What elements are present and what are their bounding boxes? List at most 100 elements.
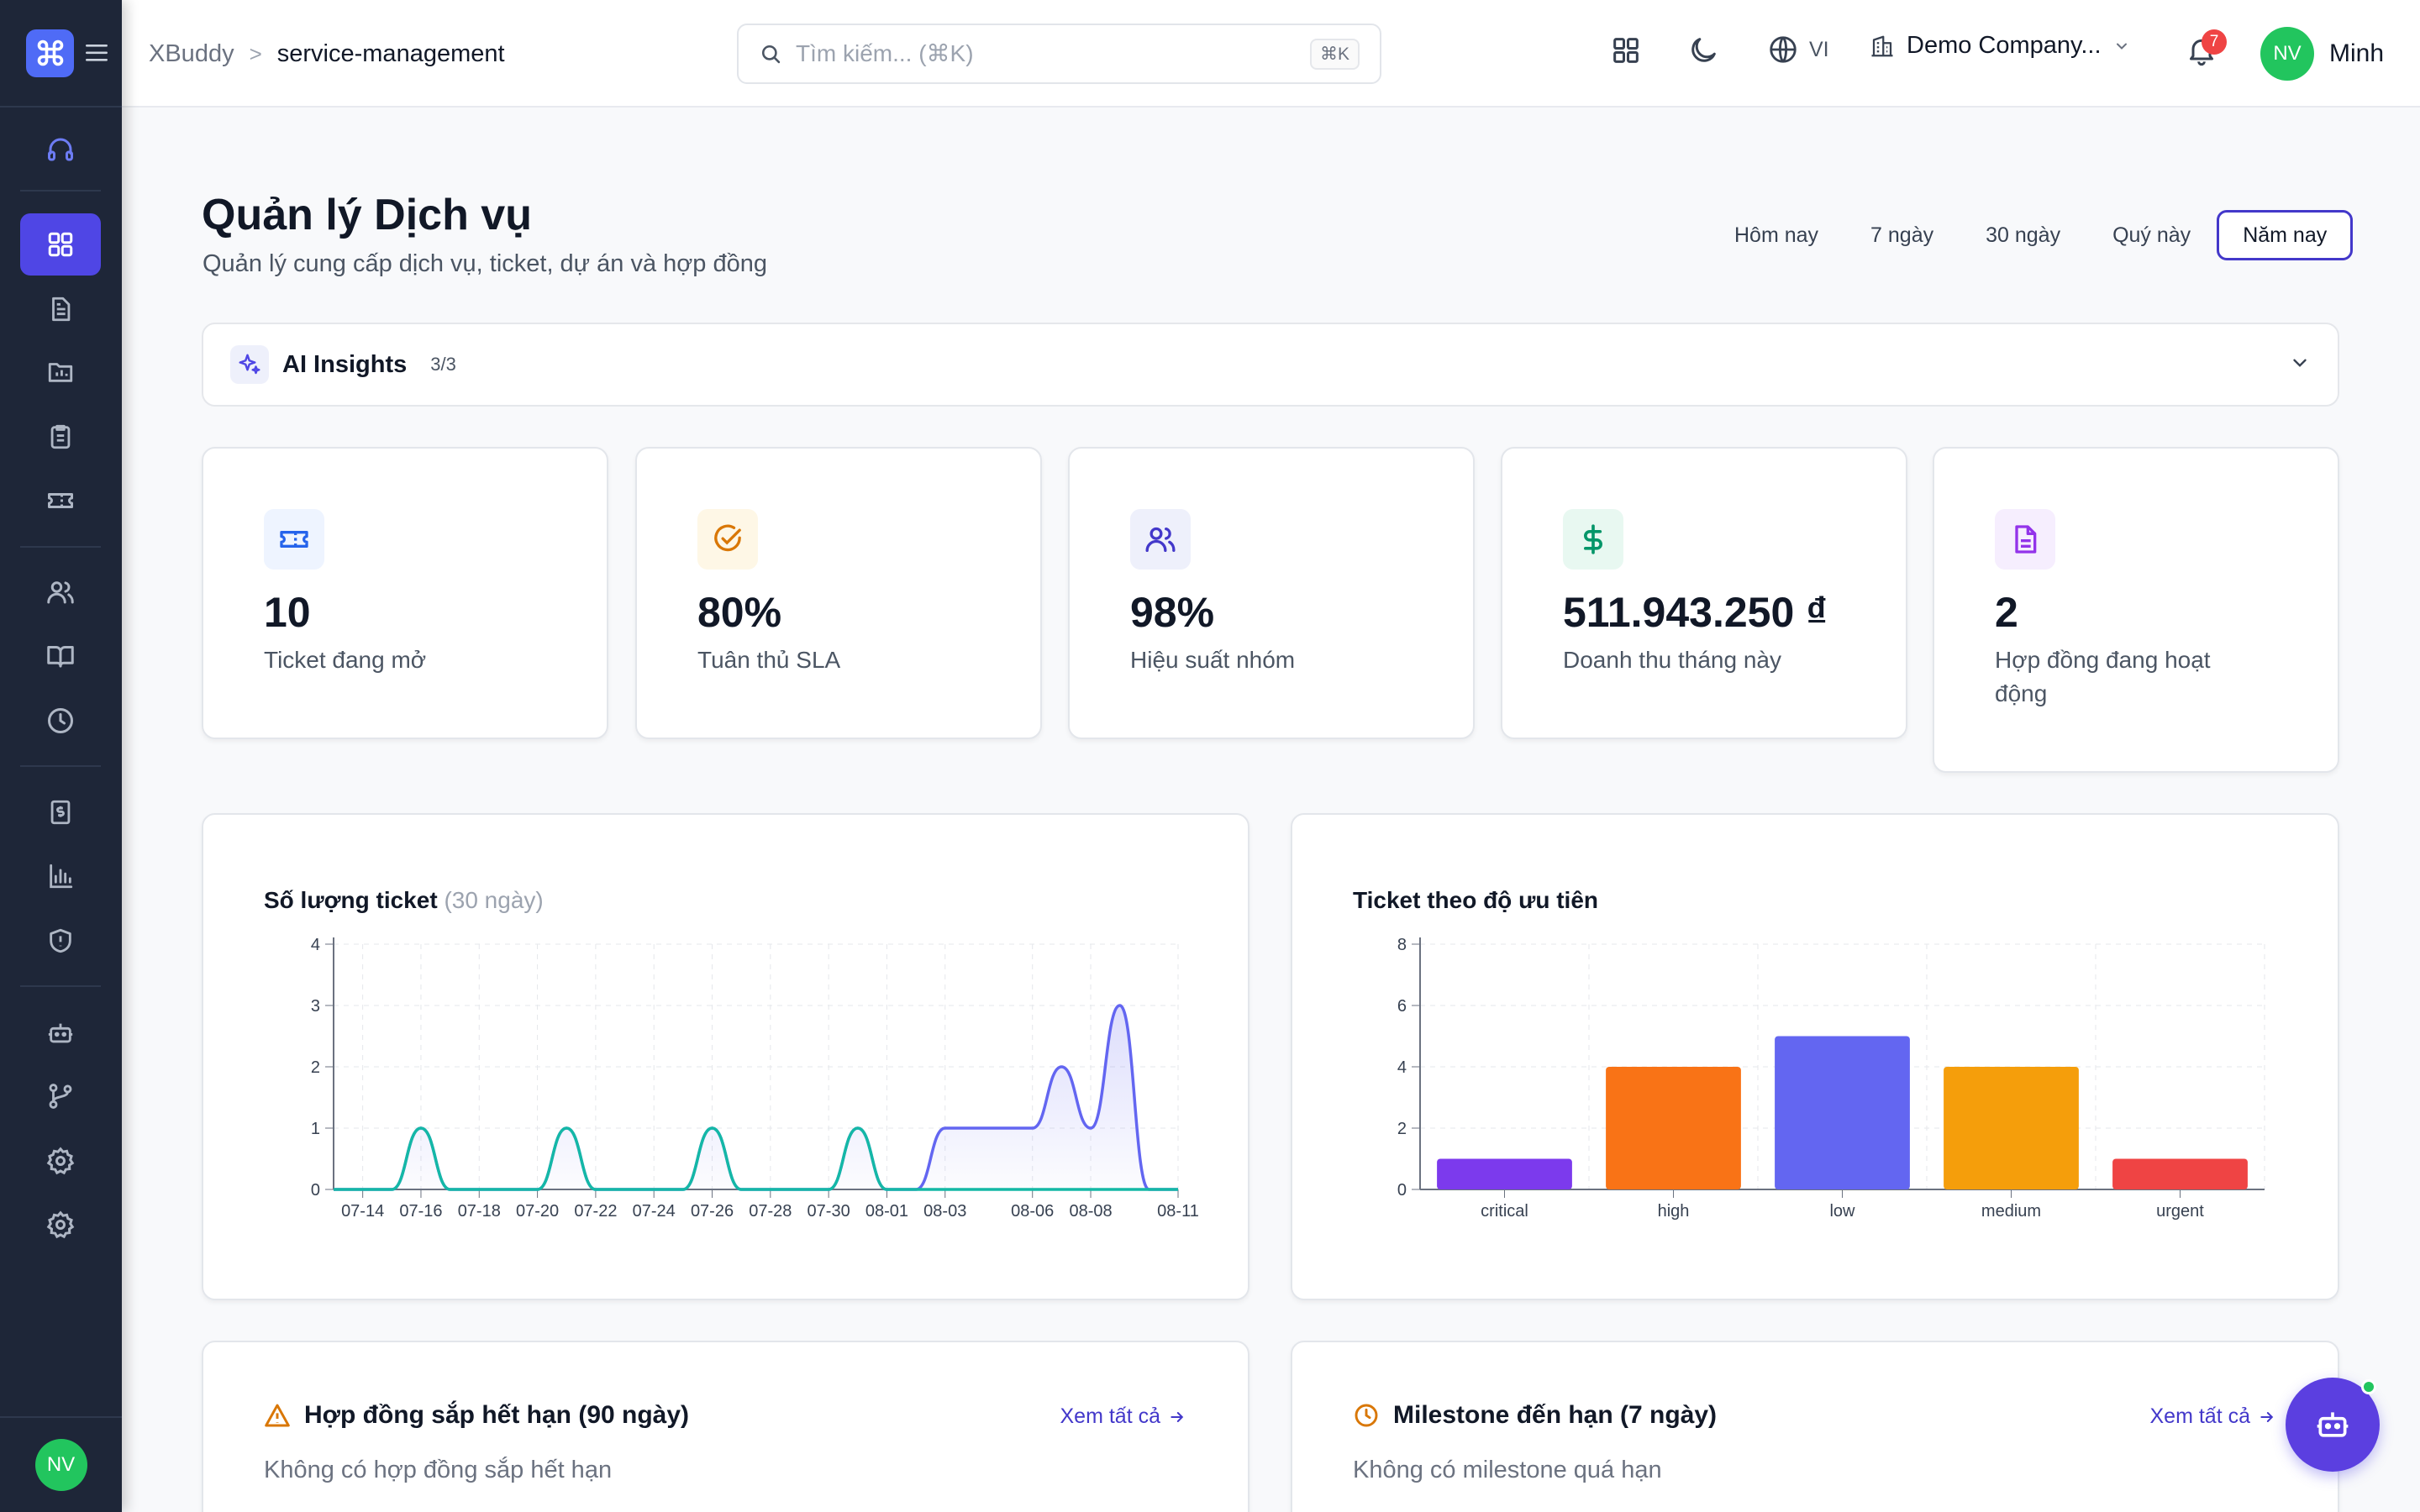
card-title-text: Hợp đồng sắp hết hạn (90 ngày)	[304, 1401, 690, 1429]
bar-high	[1606, 1067, 1741, 1189]
online-status-dot	[2361, 1379, 2376, 1394]
theme-toggle-button[interactable]	[1686, 34, 1720, 67]
stat-value: 80%	[697, 589, 782, 636]
period-filter: Hôm nay 7 ngày 30 ngày Quý này Năm nay	[1708, 210, 2354, 260]
bot-icon	[2317, 1412, 2349, 1437]
check-circle-icon	[697, 509, 758, 570]
period-30-days-button[interactable]: 30 ngày	[1986, 223, 2061, 247]
sidebar-top	[0, 0, 122, 108]
sidebar-divider	[20, 546, 101, 548]
card-title: Hợp đồng sắp hết hạn (90 ngày)	[264, 1401, 689, 1430]
x-tick-label: 08-11	[1157, 1202, 1199, 1221]
sidebar-item-sla[interactable]	[20, 910, 101, 972]
stat-card-active-contracts[interactable]: 2 Hợp đồng đang hoạt động	[1933, 447, 2339, 773]
see-all-milestones-link[interactable]: Xem tất cả	[2150, 1404, 2276, 1429]
sidebar-item-tasks[interactable]	[20, 406, 101, 468]
period-today-button[interactable]: Hôm nay	[1734, 223, 1819, 247]
sidebar-divider	[20, 190, 101, 192]
period-year-button[interactable]: Năm nay	[2217, 210, 2354, 260]
dashboard-icon	[48, 232, 73, 257]
due-milestones-card: Milestone đến hạn (7 ngày) Xem tất cả Kh…	[1291, 1341, 2339, 1512]
bar-chart-icon	[50, 864, 73, 889]
stat-card-monthly-revenue[interactable]: 511.943.250 ₫ Doanh thu tháng này	[1501, 447, 1907, 739]
x-tick-label: 08-08	[1069, 1202, 1112, 1221]
stat-card-team-performance[interactable]: 98% Hiệu suất nhóm	[1068, 447, 1475, 739]
avatar: NV	[2260, 27, 2314, 81]
stat-label: Hiệu suất nhóm	[1130, 647, 1296, 673]
search-input[interactable]	[796, 40, 1310, 67]
sidebar-item-settings[interactable]	[20, 1194, 101, 1256]
notification-count-badge: 7	[2202, 29, 2227, 55]
expand-chevron-icon[interactable]	[2289, 352, 2311, 378]
y-tick-label: 1	[311, 1120, 320, 1138]
x-tick-label: 07-30	[808, 1202, 850, 1221]
moon-icon	[1691, 38, 1716, 62]
stat-card-sla-compliance[interactable]: 80% Tuân thủ SLA	[635, 447, 1042, 739]
sidebar-item-ai-bot[interactable]	[20, 1002, 101, 1064]
sidebar-item-customers[interactable]	[20, 561, 101, 623]
user-menu[interactable]: NV Minh	[2260, 27, 2384, 81]
book-icon	[47, 646, 74, 668]
x-tick-label: 07-22	[574, 1202, 617, 1221]
ticket-icon	[48, 493, 73, 508]
sidebar-divider	[20, 765, 101, 767]
breadcrumb-root-link[interactable]: XBuddy	[149, 39, 234, 67]
stat-card-open-tickets[interactable]: 10 Ticket đang mở	[202, 447, 608, 739]
search-shortcut-hint: ⌘K	[1309, 38, 1360, 70]
stat-label: Tuân thủ SLA	[697, 647, 841, 673]
x-tick-label: 07-26	[691, 1202, 734, 1221]
sidebar-item-reports[interactable]	[20, 845, 101, 907]
notifications-button[interactable]: 7	[2185, 29, 2227, 71]
sidebar-item-documents[interactable]	[20, 278, 101, 340]
menu-toggle-button[interactable]	[86, 44, 108, 62]
x-tick-label: low	[1829, 1202, 1855, 1221]
chart-title: Ticket theo độ ưu tiên	[1353, 887, 1599, 913]
stat-label: Hợp đồng đang hoạt động	[1995, 647, 2211, 706]
user-name: Minh	[2329, 39, 2385, 67]
card-title-text: Milestone đến hạn (7 ngày)	[1393, 1401, 1718, 1429]
headset-icon	[48, 138, 73, 161]
sidebar-item-billing[interactable]	[20, 781, 101, 843]
document-icon	[52, 297, 71, 322]
sidebar-item-workflow[interactable]	[20, 1065, 101, 1127]
sidebar-item-projects[interactable]	[20, 340, 101, 402]
shield-icon	[50, 928, 71, 953]
company-selector[interactable]: Demo Company...	[1870, 32, 2130, 60]
sidebar-user-avatar[interactable]: NV	[34, 1439, 87, 1491]
breadcrumb-current: service-management	[276, 39, 505, 67]
priority-bar-chart: 0 2 4 6 8 critical high low medium urgent	[1397, 936, 2265, 1221]
globe-icon	[1770, 36, 1797, 63]
sidebar: NV	[0, 0, 122, 1512]
stat-label: Doanh thu tháng này	[1563, 647, 1781, 673]
period-7-days-button[interactable]: 7 ngày	[1870, 223, 1934, 247]
sidebar-item-dashboard[interactable]	[20, 213, 101, 276]
ai-assistant-button[interactable]	[2286, 1378, 2380, 1472]
bot-icon	[48, 1023, 73, 1043]
apps-button[interactable]	[1609, 34, 1643, 67]
app-logo[interactable]	[26, 29, 74, 77]
search-icon	[761, 45, 781, 64]
ticket-count-chart: 0 1 2 3 4 07-14 07-16 07-18 07-20 07-22 07-24 07-26…	[311, 936, 1199, 1221]
y-tick-label: 0	[1397, 1181, 1407, 1200]
bar-low	[1775, 1036, 1910, 1189]
stat-value: 10	[264, 589, 311, 636]
sidebar-item-knowledge[interactable]	[20, 625, 101, 687]
sidebar-item-support[interactable]	[20, 118, 101, 181]
users-icon	[47, 581, 74, 604]
x-tick-label: 07-20	[516, 1202, 559, 1221]
language-label: VI	[1809, 37, 1829, 61]
ai-insights-panel[interactable]: AI Insights 3/3	[202, 323, 2339, 407]
see-all-contracts-link[interactable]: Xem tất cả	[1060, 1404, 1186, 1429]
ai-insights-label: AI Insights	[282, 350, 408, 378]
period-quarter-button[interactable]: Quý này	[2112, 223, 2191, 247]
sidebar-item-timesheet[interactable]	[20, 690, 101, 752]
ai-insights-count: 3/3	[430, 354, 456, 375]
sidebar-item-configuration[interactable]	[20, 1130, 101, 1192]
language-selector[interactable]: VI	[1767, 34, 1829, 66]
warning-icon	[265, 1404, 290, 1427]
sidebar-item-tickets[interactable]	[20, 470, 101, 532]
search-box[interactable]: ⌘K	[737, 24, 1381, 84]
bar-urgent	[2112, 1158, 2248, 1189]
x-tick-label: 08-06	[1011, 1202, 1054, 1221]
chart-title: Số lượng ticket (30 ngày)	[264, 887, 544, 914]
